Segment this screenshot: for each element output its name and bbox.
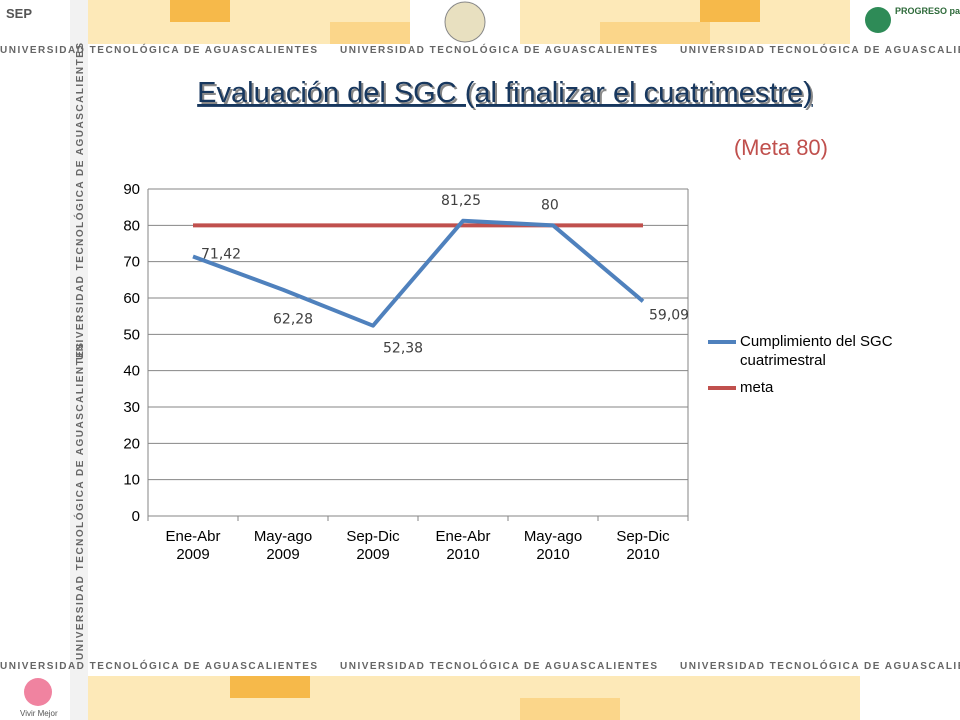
legend-label: Cumplimiento del SGC cuatrimestral (740, 333, 893, 369)
x-tick-label: May-ago 2010 (523, 528, 583, 563)
y-tick-label: 30 (123, 399, 140, 416)
banner-text: UNIVERSIDAD TECNOLÓGICA DE AGUASCALIENTE… (680, 43, 960, 56)
data-label: 59,09 (649, 307, 689, 323)
y-tick-label: 40 (123, 363, 140, 380)
banner-text: UNIVERSIDAD TECNOLÓGICA DE AGUASCALIENTE… (73, 341, 86, 660)
data-label: 71,42 (201, 247, 241, 263)
strip-block (330, 22, 410, 44)
banner-text: UNIVERSIDAD TECNOLÓGICA DE AGUASCALIENTE… (340, 43, 659, 56)
data-label: 62,28 (273, 312, 313, 328)
banner-text: UNIVERSIDAD TECNOLÓGICA DE AGUASCALIENTE… (680, 659, 960, 672)
x-tick-label: Ene-Abr 2010 (435, 528, 491, 563)
strip-block (230, 676, 310, 698)
logo-seal (444, 1, 486, 43)
logo-box (0, 0, 70, 44)
y-tick-label: 60 (123, 290, 140, 307)
y-tick-label: 70 (123, 254, 140, 271)
strip-block (700, 0, 760, 22)
y-tick-label: 20 (123, 435, 140, 452)
strip-block (520, 698, 620, 720)
y-tick-label: 50 (123, 326, 140, 343)
banner-text: UNIVERSIDAD TECNOLÓGICA DE AGUASCALIENTE… (0, 43, 319, 56)
data-label: 80 (541, 197, 559, 213)
x-tick-label: Ene-Abr 2009 (165, 528, 221, 563)
strip-block (600, 22, 710, 44)
x-tick-label: Sep-Dic 2010 (616, 528, 670, 563)
data-label: 52,38 (383, 341, 423, 357)
legend-label: meta (740, 379, 774, 396)
strip-block (170, 0, 230, 22)
series-line (192, 218, 645, 328)
logo-box (860, 676, 960, 720)
bottom-strip (0, 676, 960, 720)
logo-icon (865, 7, 891, 33)
banner-text: UNIVERSIDAD TECNOLÓGICA DE AGUASCALIENTE… (340, 659, 659, 672)
sep-logo: SEP (6, 6, 32, 21)
y-tick-label: 0 (132, 508, 140, 525)
y-tick-label: 90 (123, 181, 140, 198)
y-tick-label: 80 (123, 217, 140, 234)
y-tick-label: 10 (123, 472, 140, 489)
vivir-logo: Vivir Mejor (20, 709, 58, 718)
x-tick-label: Sep-Dic 2009 (346, 528, 400, 563)
progreso-logo: PROGRESO para todos (895, 6, 960, 16)
logo-icon (24, 678, 52, 706)
x-tick-label: May-ago 2009 (253, 528, 313, 563)
chart-subtitle: (Meta 80) (734, 135, 828, 160)
side-strip (70, 0, 88, 720)
banner-text: UNIVERSIDAD TECNOLÓGICA DE AGUASCALIENTE… (73, 41, 86, 360)
chart-title: Evaluación del SGC (al finalizar el cuat… (197, 77, 813, 109)
title-shadow: Evaluación del SGC (al finalizar el cuat… (199, 79, 815, 111)
banner-text: UNIVERSIDAD TECNOLÓGICA DE AGUASCALIENTE… (0, 659, 319, 672)
data-label: 81,25 (441, 193, 481, 209)
